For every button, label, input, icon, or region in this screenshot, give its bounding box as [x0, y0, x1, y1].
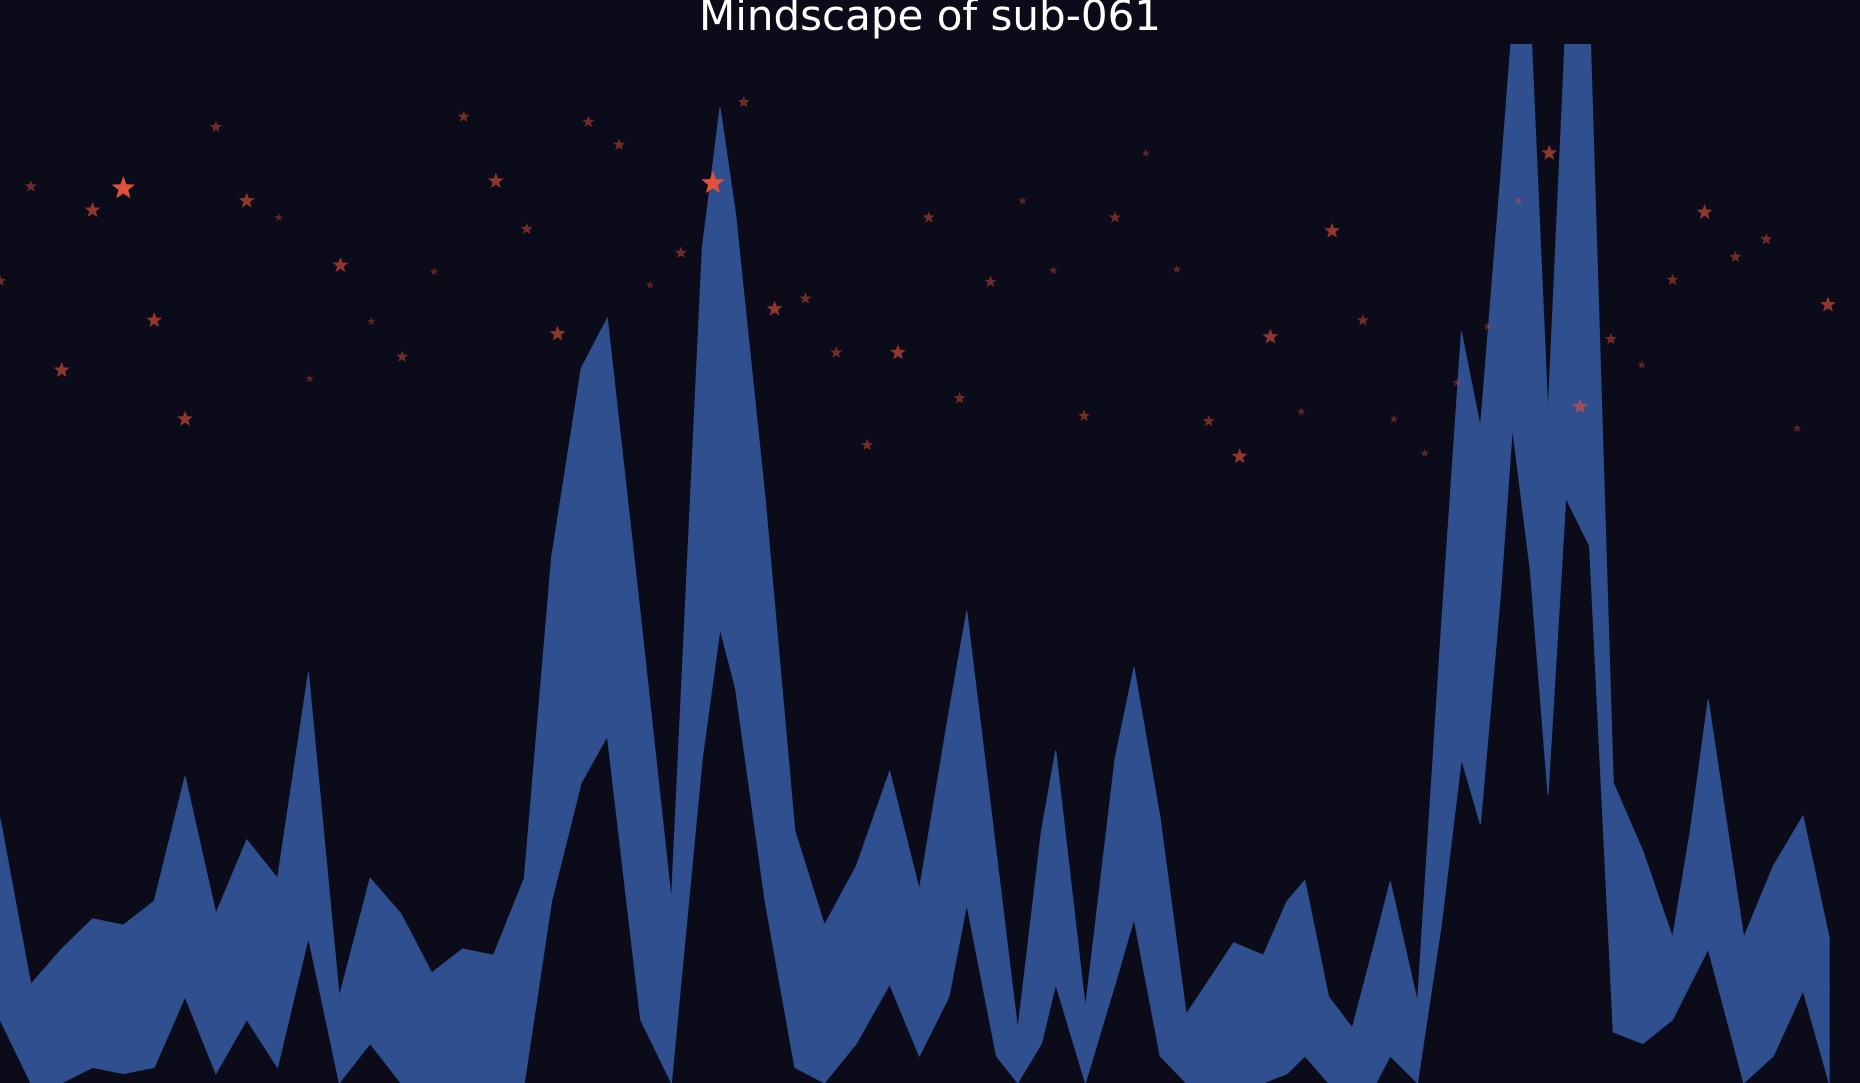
star-point: [582, 115, 595, 128]
star-point: [1202, 414, 1215, 427]
star-point: [1109, 211, 1122, 223]
star-point: [1604, 332, 1617, 345]
star-point: [1483, 322, 1492, 331]
star-point: [861, 438, 874, 451]
star-point: [520, 222, 533, 235]
star-point: [953, 391, 966, 404]
star-point: [890, 344, 906, 360]
star-point: [111, 176, 136, 199]
star-point: [674, 246, 687, 258]
star-point: [984, 275, 997, 288]
star-point: [305, 374, 314, 383]
star-point: [1452, 378, 1461, 387]
star-point: [177, 410, 194, 426]
star-point: [1792, 423, 1802, 433]
star-point: [274, 213, 284, 222]
star-point: [1514, 196, 1523, 205]
star-point: [1324, 222, 1341, 238]
star-point: [367, 316, 376, 326]
star-point: [1572, 398, 1589, 414]
star-point: [1172, 264, 1181, 274]
star-point: [1297, 407, 1306, 416]
star-point: [24, 180, 37, 192]
star-point: [1018, 196, 1027, 205]
star-point: [737, 95, 750, 108]
star-point: [922, 211, 935, 223]
star-point: [0, 274, 7, 287]
star-point: [1389, 414, 1399, 423]
star-point: [429, 267, 439, 276]
star-point: [701, 170, 725, 194]
star-point: [1420, 448, 1429, 457]
star-point: [799, 292, 812, 304]
star-point: [1262, 328, 1279, 344]
star-point: [830, 346, 843, 358]
star-point: [1760, 233, 1773, 245]
star-point: [53, 361, 70, 378]
star-point: [396, 350, 409, 362]
star-point: [1049, 266, 1058, 275]
star-point: [146, 312, 163, 328]
star-point: [645, 280, 655, 289]
plot-area: [0, 44, 1836, 1083]
star-point: [1820, 296, 1836, 312]
star-point: [549, 325, 566, 341]
star-point: [1141, 148, 1151, 157]
star-point: [613, 138, 626, 150]
star-point: [332, 256, 349, 273]
star-point: [238, 192, 255, 208]
chart-title: Mindscape of sub-061: [699, 0, 1161, 40]
band-area: [0, 44, 1830, 1083]
star-point: [84, 201, 101, 218]
star-point: [1078, 409, 1091, 422]
star-point: [1231, 448, 1248, 464]
star-point: [209, 120, 222, 133]
star-point: [1666, 273, 1679, 285]
star-point: [766, 300, 783, 316]
star-point: [1729, 250, 1742, 263]
star-point: [1541, 144, 1558, 160]
star-point: [487, 172, 504, 188]
star-point: [1696, 203, 1713, 220]
star-point: [1356, 314, 1369, 326]
star-point: [457, 110, 470, 122]
star-point: [1637, 360, 1646, 369]
